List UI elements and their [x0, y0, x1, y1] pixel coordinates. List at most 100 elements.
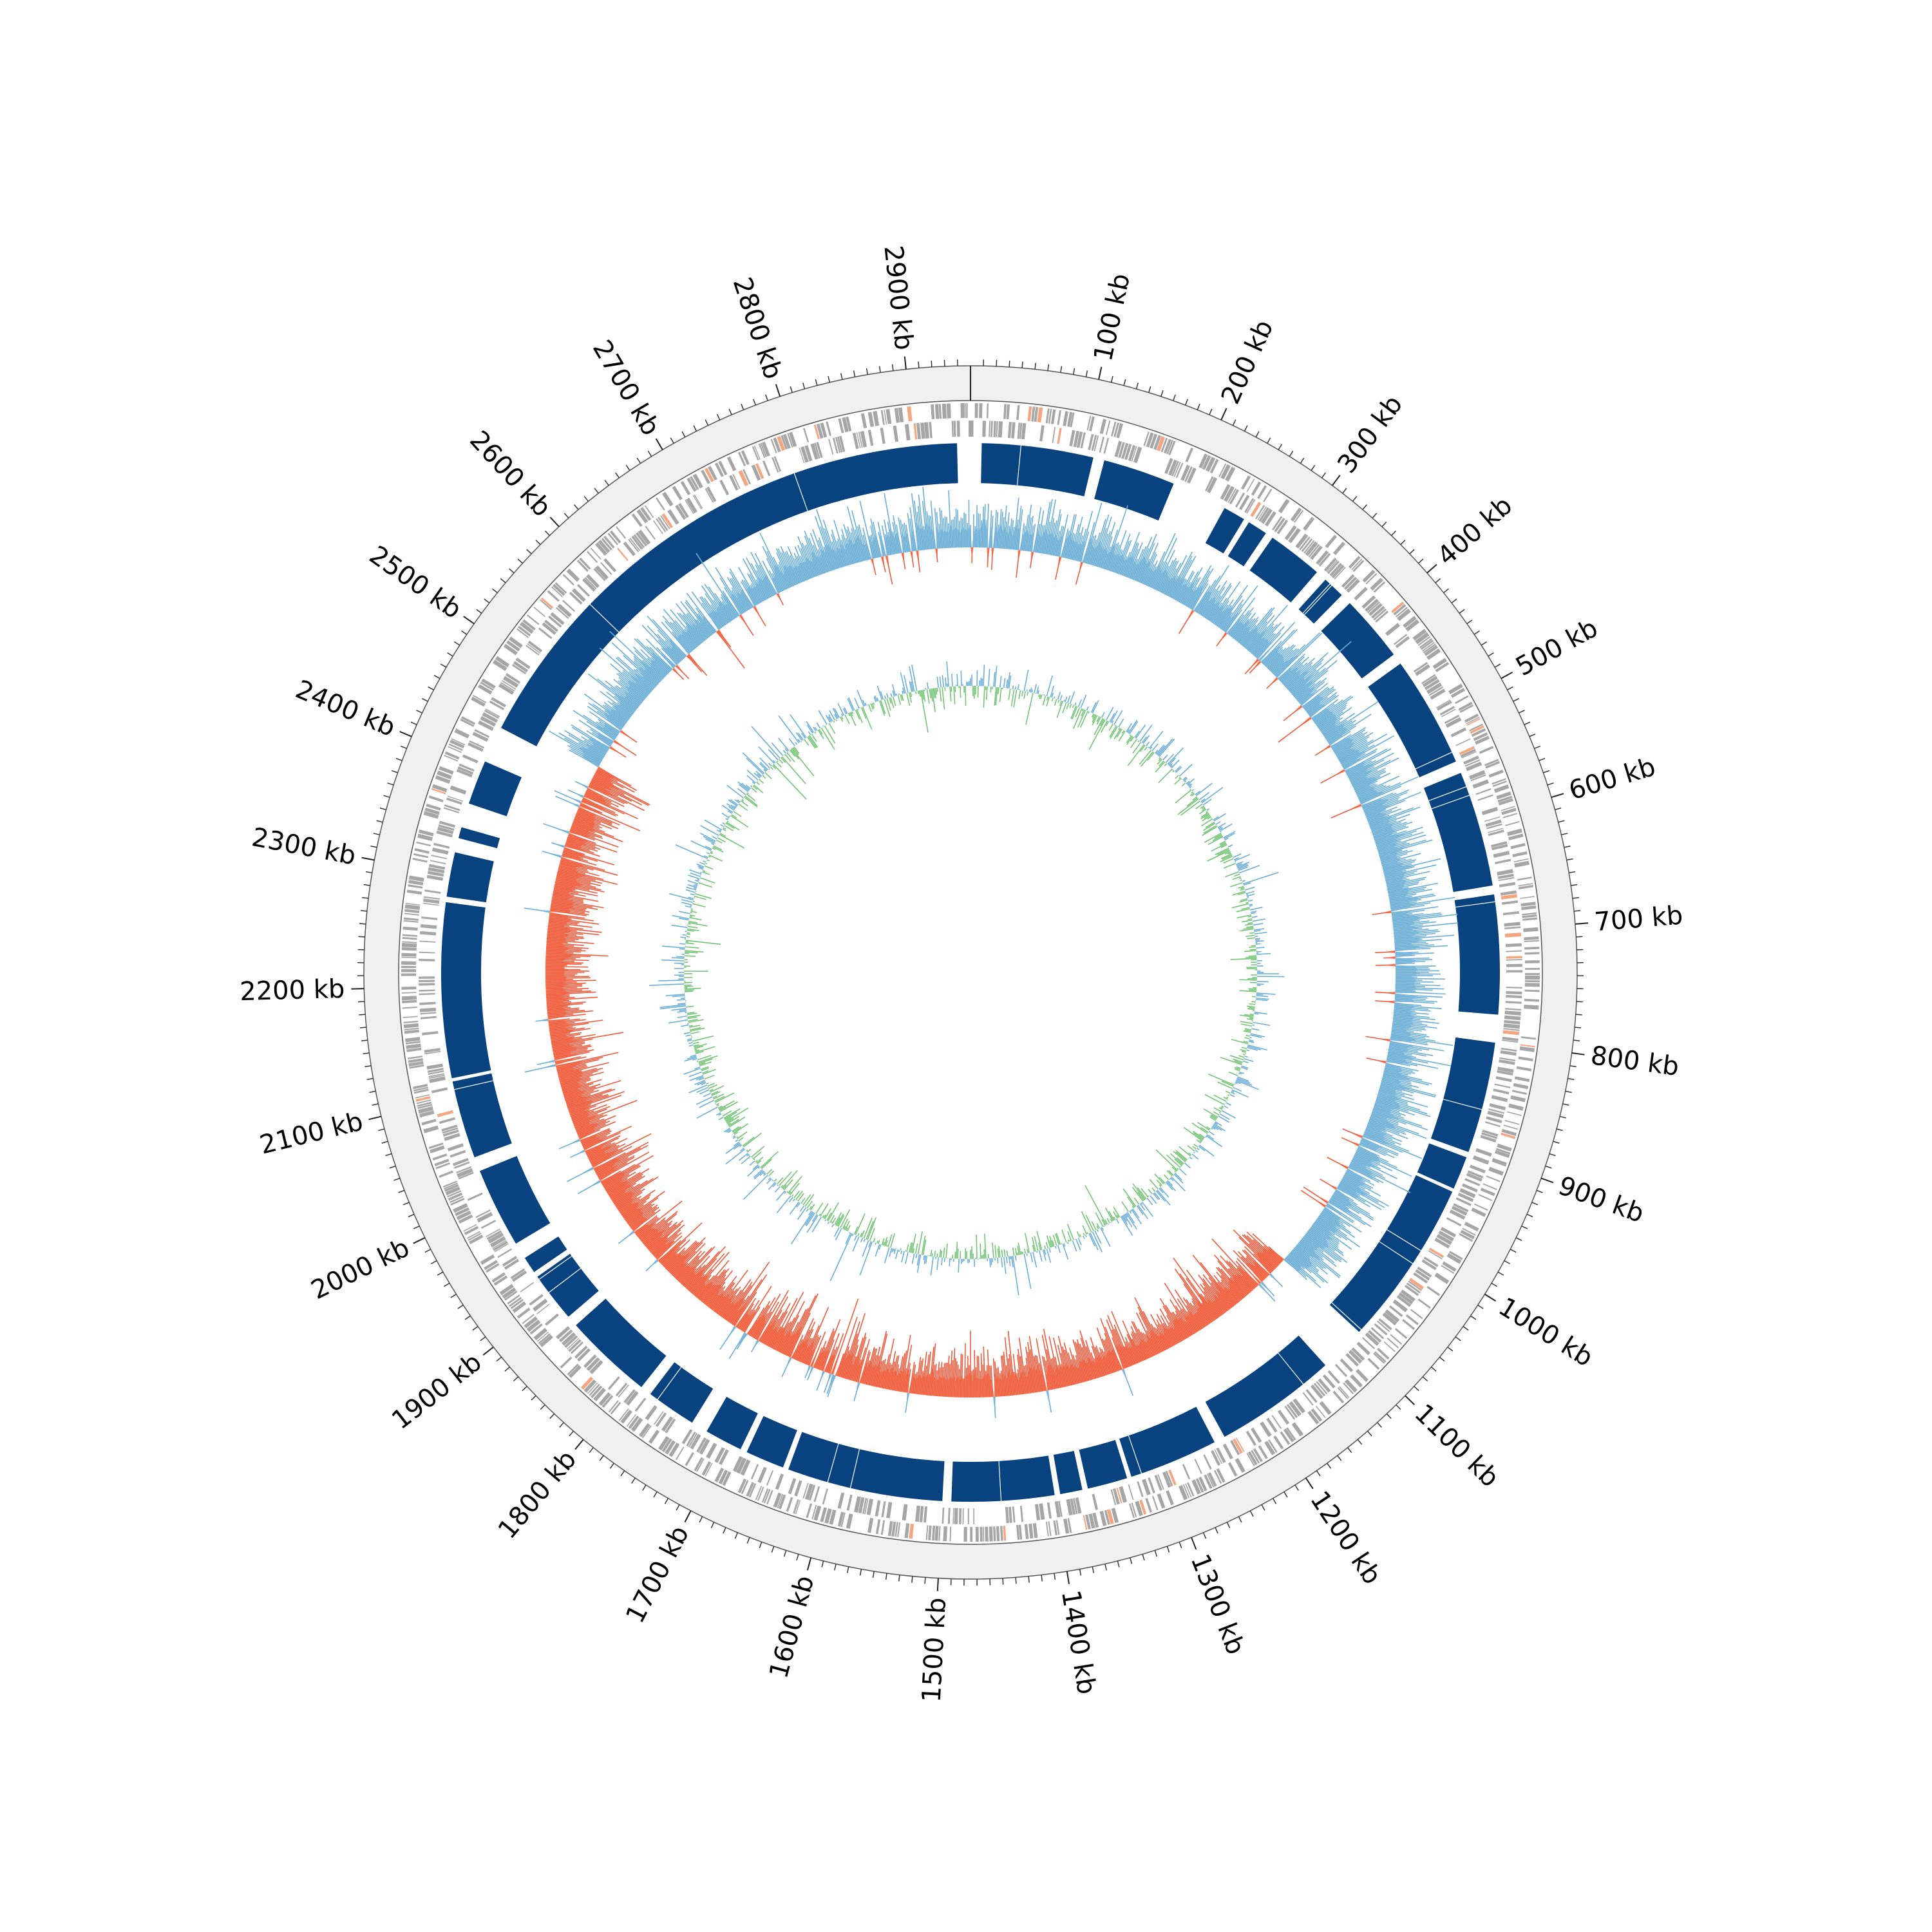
- gc-content-positive-bin: [1247, 1044, 1267, 1051]
- cds-feature: [1121, 442, 1129, 459]
- cds-feature: [1500, 890, 1517, 896]
- cds-feature: [788, 1478, 797, 1495]
- gc-skew-negative-bin: [1045, 1360, 1052, 1390]
- gc-skew-negative-bin: [958, 1368, 960, 1397]
- cds-feature: [873, 411, 880, 426]
- gc-content-negative-bin: [1251, 1001, 1256, 1003]
- gc-skew-negative-bin: [696, 1275, 715, 1298]
- cds-feature: [1283, 1428, 1294, 1443]
- gc-content-positive-bin: [1254, 931, 1267, 935]
- gc-skew-positive-bin: [1349, 766, 1375, 781]
- gc-skew-positive-bin: [755, 579, 768, 600]
- gc-skew-positive-bin: [1388, 886, 1427, 895]
- gc-skew-positive-bin: [1378, 842, 1410, 853]
- gc-skew-negative-bin: [580, 1129, 611, 1143]
- gc-content-negative-bin: [784, 753, 791, 762]
- cds-feature: [402, 1016, 418, 1018]
- gc-content-positive-bin: [696, 1076, 704, 1081]
- gc-content-negative-bin: [1155, 1149, 1179, 1171]
- gc-skew-positive-bin: [1355, 1151, 1381, 1164]
- cds-feature: [1319, 1401, 1332, 1416]
- gc-content-negative-bin: [1039, 694, 1041, 699]
- gc-content-positive-bin: [1165, 1182, 1173, 1191]
- gc-content-positive-bin: [696, 1106, 718, 1119]
- gc-skew-positive-bin: [1353, 775, 1381, 790]
- gc-content-positive-bin: [760, 762, 768, 770]
- gc-skew-negative-bin: [712, 1282, 734, 1311]
- gc-content-positive-bin: [1086, 706, 1089, 711]
- gc-skew-positive-bin: [1390, 1035, 1454, 1046]
- minor-tick: [765, 394, 768, 401]
- gc-skew-negative-bin: [558, 1068, 598, 1079]
- cds-feature: [998, 421, 1003, 438]
- cds-feature: [1045, 1521, 1049, 1537]
- gc-skew-negative-bin: [554, 885, 576, 891]
- gc-content-positive-bin: [806, 721, 815, 733]
- gc-skew-negative-bin: [844, 1313, 866, 1379]
- gc-content-positive-bin: [1200, 798, 1206, 802]
- cds-feature: [705, 488, 714, 503]
- gc-content-negative-bin: [758, 779, 764, 784]
- minor-tick: [1255, 431, 1260, 438]
- gc-content-negative-bin: [1205, 821, 1215, 828]
- gc-content-negative-bin: [1189, 788, 1191, 790]
- minor-tick: [1513, 697, 1519, 702]
- cds-feature: [1284, 525, 1297, 540]
- gc-skew-negative-bin: [569, 1105, 597, 1116]
- cds-feature: [1524, 975, 1540, 980]
- gc-content-positive-bin: [649, 983, 685, 986]
- gc-content-negative-bin: [914, 1243, 918, 1254]
- tick-label: 900 kb: [1555, 1171, 1648, 1229]
- gc-skew-positive-bin: [1320, 1213, 1356, 1238]
- gc-skew-negative-bin: [561, 1077, 591, 1088]
- gc-skew-negative-bin: [1064, 1349, 1074, 1385]
- minor-tick: [1562, 1103, 1569, 1106]
- gc-content-negative-bin: [814, 731, 817, 734]
- gc-skew-negative-bin: [1072, 1339, 1086, 1382]
- gc-content-negative-bin: [994, 1245, 997, 1258]
- gc-skew-positive-bin: [1172, 556, 1197, 599]
- gc-content-positive-bin: [737, 781, 750, 791]
- gc-content-negative-bin: [1108, 1211, 1115, 1221]
- cds-feature: [1198, 453, 1208, 469]
- cds-feature: [562, 600, 576, 612]
- gc-content-negative-bin: [1240, 887, 1245, 889]
- gc-content-negative-bin: [724, 1116, 732, 1121]
- cds-feature: [1206, 1473, 1215, 1488]
- gc-skew-positive-bin: [1320, 717, 1341, 732]
- gc-skew-negative-bin: [1069, 1347, 1080, 1384]
- gc-content-negative-bin: [787, 1175, 802, 1194]
- gc-skew-negative-bin: [870, 1346, 881, 1386]
- gc-content-positive-bin: [763, 769, 767, 772]
- gc-skew-negative-bin: [546, 943, 574, 947]
- gc-skew-positive-bin: [1360, 1141, 1388, 1153]
- gc-skew-positive-bin: [930, 516, 934, 549]
- gc-content-negative-bin: [753, 1159, 755, 1160]
- minor-tick: [464, 1315, 471, 1320]
- gc-content-positive-bin: [1195, 790, 1201, 795]
- gc-skew-negative-bin: [690, 1253, 725, 1293]
- gc-skew-negative-bin: [679, 1247, 713, 1283]
- gc-skew-negative-bin: [1142, 1332, 1155, 1356]
- gc-skew-positive-bin: [893, 515, 900, 554]
- gc-skew-positive-bin: [1302, 1237, 1335, 1264]
- gc-skew-positive-bin: [1395, 954, 1416, 957]
- minor-tick: [846, 1566, 849, 1573]
- cds-feature: [1308, 544, 1320, 558]
- cds-feature: [979, 403, 983, 419]
- gc-content-positive-bin: [1227, 844, 1233, 848]
- region-block: [1454, 894, 1500, 1015]
- gc-content-negative-bin: [694, 1045, 704, 1050]
- gc-content-positive-bin: [1254, 928, 1265, 931]
- gc-skew-positive-bin: [661, 621, 690, 654]
- cds-feature: [813, 424, 820, 440]
- gc-content-negative-bin: [1236, 908, 1251, 913]
- tick-label: 2100 kb: [257, 1106, 366, 1160]
- cds-feature: [1435, 661, 1450, 672]
- gc-content-negative-bin: [1139, 750, 1152, 765]
- gc-skew-negative-bin: [565, 842, 591, 851]
- gc-content-positive-bin: [1142, 735, 1150, 744]
- gc-skew-positive-bin: [1309, 694, 1340, 717]
- gc-content-positive-bin: [681, 902, 692, 905]
- gc-content-positive-bin: [742, 752, 765, 774]
